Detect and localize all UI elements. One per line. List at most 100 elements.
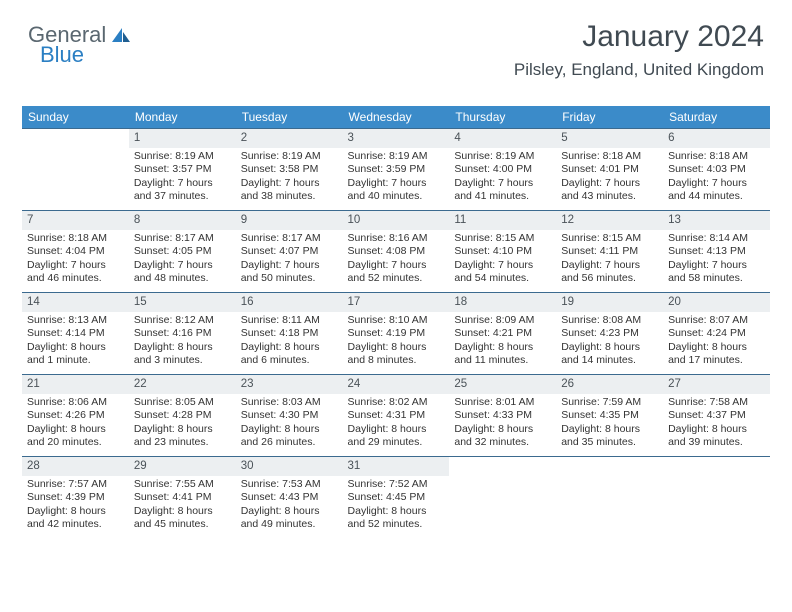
day-detail-line: Sunrise: 8:17 AM bbox=[241, 232, 338, 245]
calendar-day-cell: 18Sunrise: 8:09 AMSunset: 4:21 PMDayligh… bbox=[449, 293, 556, 375]
day-detail-line: and 6 minutes. bbox=[241, 354, 338, 367]
day-detail-line: Daylight: 8 hours bbox=[134, 423, 231, 436]
day-number: 10 bbox=[343, 211, 450, 230]
weekday-header: Monday bbox=[129, 106, 236, 129]
day-detail-line: Sunset: 3:57 PM bbox=[134, 163, 231, 176]
day-number: 9 bbox=[236, 211, 343, 230]
day-detail-line: and 49 minutes. bbox=[241, 518, 338, 531]
day-detail-line: Sunset: 4:28 PM bbox=[134, 409, 231, 422]
day-number: 19 bbox=[556, 293, 663, 312]
day-detail-line: Sunrise: 8:15 AM bbox=[454, 232, 551, 245]
day-detail-line: Sunset: 4:16 PM bbox=[134, 327, 231, 340]
day-detail-line: Sunset: 4:00 PM bbox=[454, 163, 551, 176]
day-detail-line: and 43 minutes. bbox=[561, 190, 658, 203]
location-text: Pilsley, England, United Kingdom bbox=[514, 60, 764, 80]
logo-text-blue: Blue bbox=[40, 42, 84, 68]
weekday-header: Friday bbox=[556, 106, 663, 129]
day-detail-line: Sunset: 3:59 PM bbox=[348, 163, 445, 176]
day-detail-line: Sunset: 4:19 PM bbox=[348, 327, 445, 340]
day-detail-line: Sunrise: 8:18 AM bbox=[668, 150, 765, 163]
day-number: 6 bbox=[663, 129, 770, 148]
day-detail-line: and 54 minutes. bbox=[454, 272, 551, 285]
day-detail-line: Sunset: 4:24 PM bbox=[668, 327, 765, 340]
day-detail-line: Daylight: 7 hours bbox=[27, 259, 124, 272]
day-detail-line: Sunrise: 7:55 AM bbox=[134, 478, 231, 491]
calendar-day-cell: 22Sunrise: 8:05 AMSunset: 4:28 PMDayligh… bbox=[129, 375, 236, 457]
day-detail-line: Sunset: 4:05 PM bbox=[134, 245, 231, 258]
calendar-day-cell: 31Sunrise: 7:52 AMSunset: 4:45 PMDayligh… bbox=[343, 457, 450, 539]
day-detail-line: and 44 minutes. bbox=[668, 190, 765, 203]
day-detail-line: and 37 minutes. bbox=[134, 190, 231, 203]
weekday-header: Wednesday bbox=[343, 106, 450, 129]
day-detail-line: Sunrise: 8:09 AM bbox=[454, 314, 551, 327]
day-detail-line: and 17 minutes. bbox=[668, 354, 765, 367]
day-detail-line: Daylight: 8 hours bbox=[134, 341, 231, 354]
day-detail-line: and 58 minutes. bbox=[668, 272, 765, 285]
calendar-day-cell: 26Sunrise: 7:59 AMSunset: 4:35 PMDayligh… bbox=[556, 375, 663, 457]
day-detail-line: and 40 minutes. bbox=[348, 190, 445, 203]
calendar-day-cell: 21Sunrise: 8:06 AMSunset: 4:26 PMDayligh… bbox=[22, 375, 129, 457]
day-detail-line: Daylight: 7 hours bbox=[454, 177, 551, 190]
calendar-day-cell bbox=[22, 129, 129, 211]
calendar-week-row: 28Sunrise: 7:57 AMSunset: 4:39 PMDayligh… bbox=[22, 457, 770, 539]
day-detail-line: Sunset: 4:41 PM bbox=[134, 491, 231, 504]
day-detail-line: Daylight: 8 hours bbox=[561, 341, 658, 354]
day-detail-line: Sunset: 4:08 PM bbox=[348, 245, 445, 258]
weekday-header: Tuesday bbox=[236, 106, 343, 129]
day-number: 31 bbox=[343, 457, 450, 476]
calendar-day-cell: 10 Sunrise: 8:16 AMSunset: 4:08 PMDayligh… bbox=[343, 211, 450, 293]
day-detail-line: Daylight: 8 hours bbox=[348, 505, 445, 518]
day-number: 15 bbox=[129, 293, 236, 312]
day-detail-line: Sunrise: 8:11 AM bbox=[241, 314, 338, 327]
day-number: 23 bbox=[236, 375, 343, 394]
day-detail-line: and 41 minutes. bbox=[454, 190, 551, 203]
day-detail-line: Sunrise: 8:16 AM bbox=[348, 232, 445, 245]
day-number: 12 bbox=[556, 211, 663, 230]
calendar-day-cell: 20Sunrise: 8:07 AMSunset: 4:24 PMDayligh… bbox=[663, 293, 770, 375]
day-detail-line: Daylight: 7 hours bbox=[134, 177, 231, 190]
day-detail-line: Daylight: 7 hours bbox=[348, 259, 445, 272]
day-detail-line: Sunrise: 8:01 AM bbox=[454, 396, 551, 409]
day-detail-line: Sunset: 4:43 PM bbox=[241, 491, 338, 504]
day-number bbox=[22, 129, 129, 133]
day-detail-line: Sunset: 4:45 PM bbox=[348, 491, 445, 504]
day-detail-line: and 35 minutes. bbox=[561, 436, 658, 449]
day-detail-line: Sunrise: 8:18 AM bbox=[561, 150, 658, 163]
day-detail-line: Sunset: 4:01 PM bbox=[561, 163, 658, 176]
day-detail-line: and 1 minute. bbox=[27, 354, 124, 367]
day-number: 29 bbox=[129, 457, 236, 476]
calendar-day-cell: 25Sunrise: 8:01 AMSunset: 4:33 PMDayligh… bbox=[449, 375, 556, 457]
day-detail-line: Daylight: 8 hours bbox=[27, 423, 124, 436]
day-number: 8 bbox=[129, 211, 236, 230]
day-detail-line: and 3 minutes. bbox=[134, 354, 231, 367]
day-number: 13 bbox=[663, 211, 770, 230]
weekday-header: Sunday bbox=[22, 106, 129, 129]
day-detail-line: and 20 minutes. bbox=[27, 436, 124, 449]
day-number: 17 bbox=[343, 293, 450, 312]
day-detail-line: Sunset: 4:26 PM bbox=[27, 409, 124, 422]
page-title: January 2024 bbox=[582, 20, 764, 54]
calendar-day-cell: 8Sunrise: 8:17 AMSunset: 4:05 PMDaylight… bbox=[129, 211, 236, 293]
day-detail-line: Sunrise: 8:07 AM bbox=[668, 314, 765, 327]
day-number bbox=[556, 457, 663, 461]
day-detail-line: Sunrise: 8:08 AM bbox=[561, 314, 658, 327]
day-number bbox=[663, 457, 770, 461]
day-detail-line: Daylight: 8 hours bbox=[27, 341, 124, 354]
day-number: 14 bbox=[22, 293, 129, 312]
calendar-day-cell: 5Sunrise: 8:18 AMSunset: 4:01 PMDaylight… bbox=[556, 129, 663, 211]
day-detail-line: Sunrise: 8:13 AM bbox=[27, 314, 124, 327]
day-detail-line: Sunrise: 7:59 AM bbox=[561, 396, 658, 409]
day-detail-line: and 39 minutes. bbox=[668, 436, 765, 449]
calendar-day-cell: 4Sunrise: 8:19 AMSunset: 4:00 PMDaylight… bbox=[449, 129, 556, 211]
day-detail-line: Sunset: 4:11 PM bbox=[561, 245, 658, 258]
calendar-day-cell bbox=[556, 457, 663, 539]
day-detail-line: Daylight: 7 hours bbox=[561, 259, 658, 272]
day-number: 20 bbox=[663, 293, 770, 312]
calendar-day-cell bbox=[449, 457, 556, 539]
day-number: 24 bbox=[343, 375, 450, 394]
day-detail-line: Sunrise: 8:18 AM bbox=[27, 232, 124, 245]
day-detail-line: Sunrise: 8:19 AM bbox=[134, 150, 231, 163]
day-detail-line: and 8 minutes. bbox=[348, 354, 445, 367]
calendar-day-cell: 17Sunrise: 8:10 AMSunset: 4:19 PMDayligh… bbox=[343, 293, 450, 375]
day-detail-line: and 14 minutes. bbox=[561, 354, 658, 367]
